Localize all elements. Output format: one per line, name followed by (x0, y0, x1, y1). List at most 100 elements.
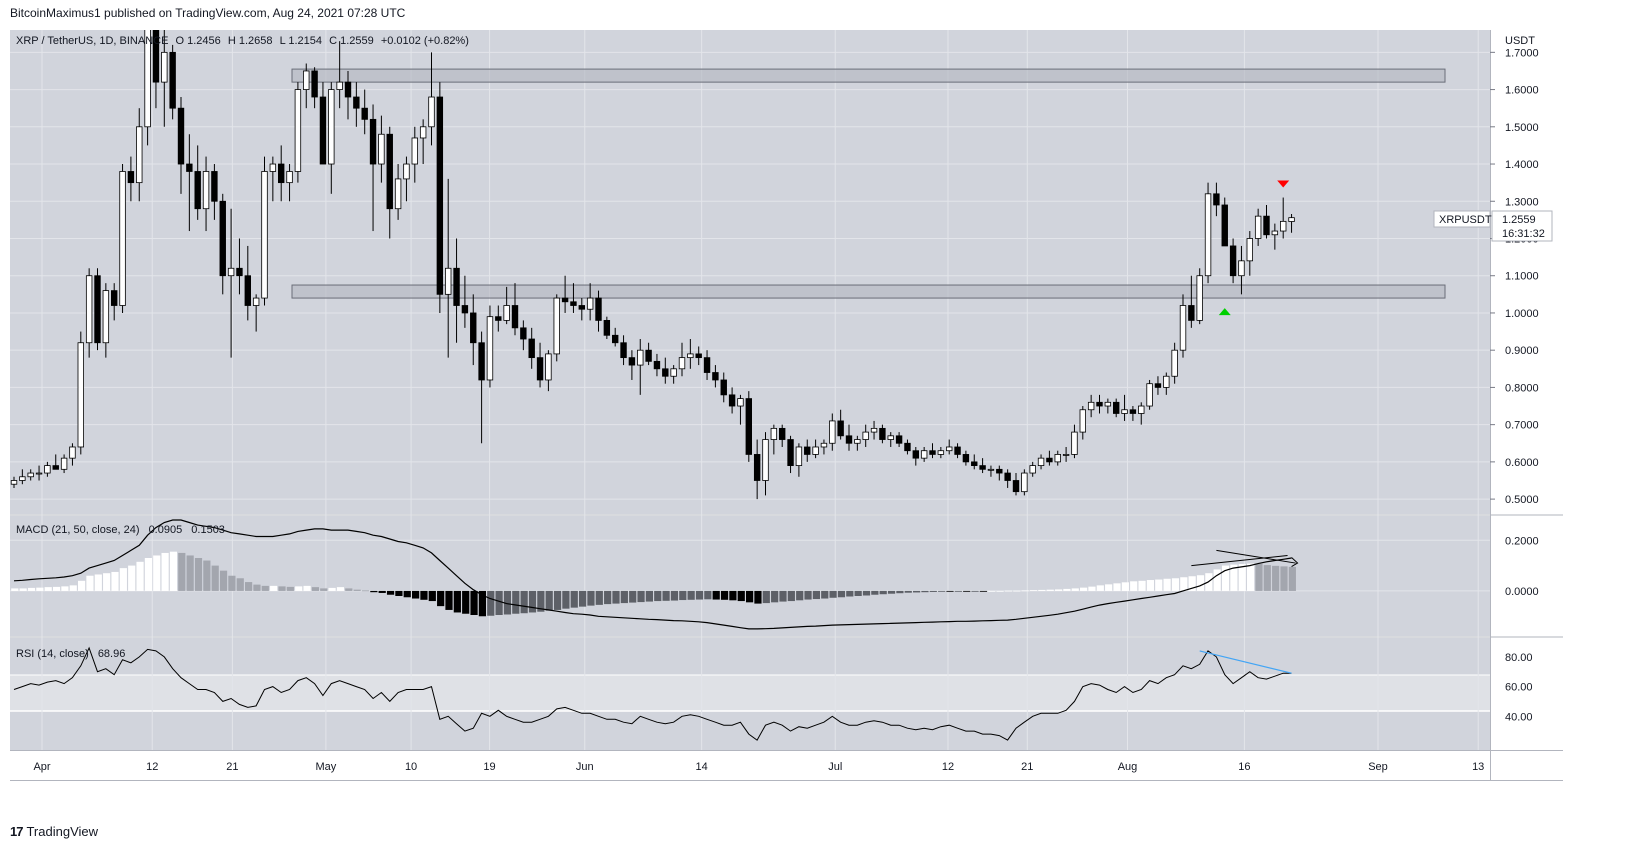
macd-histogram-bar (136, 561, 144, 591)
candle-body (528, 338, 535, 359)
macd-histogram-bar (1021, 590, 1029, 592)
price-tick-label: 0.8000 (1505, 382, 1539, 394)
macd-histogram-bar (904, 590, 912, 593)
legend-change: +0.0102 (+0.82%) (381, 35, 469, 47)
macd-histogram-bar (445, 590, 453, 610)
symbol-badge (1433, 210, 1491, 228)
candle-body (219, 200, 226, 277)
macd-divergence-line (1216, 549, 1296, 564)
price-zone (291, 68, 1446, 83)
candle-body (1029, 465, 1036, 474)
time-axis-ticks: Apr 12 21 May 10 19 Jun 14 Jul 12 21 Aug 16 Sep 13 (33, 761, 1484, 773)
macd-histogram-bar (453, 590, 461, 613)
macd-histogram-bar (236, 578, 244, 591)
candle-body (612, 334, 619, 344)
candle-body (69, 446, 76, 459)
time-tick-label: 19 (483, 761, 495, 773)
macd-histogram-bar (487, 590, 495, 616)
candle-body (461, 305, 469, 314)
macd-histogram-bar (812, 590, 820, 600)
macd-histogram-bar (1288, 566, 1296, 591)
candle-body (486, 316, 494, 381)
macd-histogram-bar (988, 590, 996, 592)
candle-body (1079, 409, 1086, 433)
macd-histogram-bar (1263, 565, 1271, 591)
macd-histogram-bar (186, 555, 194, 591)
candle-body (194, 171, 201, 210)
macd-histogram-bar (353, 589, 361, 591)
annotations (1191, 180, 1299, 674)
candle-body (1096, 401, 1103, 407)
candle-body (795, 446, 803, 467)
macd-legend-value2: 0.1503 (191, 524, 225, 536)
macd-histogram-bar (1180, 577, 1188, 591)
candle-body (161, 51, 168, 83)
macd-histogram-bar (1171, 578, 1180, 591)
macd-histogram-bar (1163, 578, 1171, 591)
candle-body (553, 297, 560, 355)
macd-histogram-bar (245, 582, 253, 591)
main-legend: XRP / TetherUS, 1D, BINANCE O 1.2456 H 1… (16, 35, 469, 47)
macd-line (13, 519, 1292, 630)
macd-histogram-bar (303, 585, 311, 591)
candles[interactable] (10, 0, 1295, 500)
macd-histogram-bar (378, 590, 386, 593)
last-price-label (1491, 210, 1553, 242)
price-tick-label: 1.6000 (1505, 85, 1539, 97)
candle-body (712, 372, 719, 381)
candle-body (695, 353, 702, 359)
candle-body (1254, 215, 1262, 239)
macd-histogram-bar (929, 590, 937, 592)
rsi-tick-label: 60.00 (1505, 682, 1533, 694)
candle-body (411, 137, 418, 165)
macd-histogram-bar (1155, 579, 1163, 591)
price-tick-label: 1.1000 (1505, 271, 1539, 283)
candle-body (545, 353, 552, 381)
macd-histogram-bar (361, 590, 370, 592)
macd-histogram-bar (712, 590, 720, 600)
candle-body (946, 446, 953, 452)
macd-histogram-bar (670, 590, 679, 601)
candle-body (1054, 454, 1061, 463)
macd-histogram-bar (1121, 582, 1129, 591)
candle-body (119, 171, 126, 306)
candle-body (269, 163, 277, 172)
macd-legend-label: MACD (21, 50, close, 24) (16, 524, 140, 536)
macd-histogram-bar (913, 590, 921, 593)
macd-histogram-bar (336, 587, 345, 591)
macd-histogram-bar (687, 590, 695, 600)
candle-body (1196, 275, 1203, 321)
candle-body (353, 96, 360, 109)
candle-body (920, 450, 928, 459)
macd-histogram-bar (996, 590, 1004, 592)
chart-svg[interactable]: XRP / TetherUS, 1D, BINANCE O 1.2456 H 1… (10, 0, 1563, 810)
macd-histogram-bar (587, 590, 595, 606)
candle-body (244, 275, 251, 306)
macd-histogram-bar (103, 573, 111, 591)
footer-brand[interactable]: TradingView (26, 824, 99, 839)
macd-histogram-bar (503, 590, 512, 615)
time-tick-label: Sep (1368, 761, 1388, 773)
macd-histogram-bar (512, 590, 520, 614)
macd-histogram-bar (620, 590, 628, 604)
macd-histogram-bar (1221, 565, 1230, 591)
macd-histogram-bar (612, 590, 620, 604)
candle-body (186, 163, 193, 172)
candle-body (1204, 193, 1212, 277)
macd-trend-line (1191, 554, 1288, 567)
candle-body (336, 81, 343, 90)
price-tick-label: 1.5000 (1505, 122, 1539, 134)
macd-histogram-bar (1004, 590, 1013, 592)
macd-histogram-bar (428, 590, 436, 602)
price-tick-label: 0.5000 (1505, 494, 1539, 506)
candle-body (578, 305, 585, 310)
candle-body (737, 398, 744, 407)
macd-histogram-bar (1029, 590, 1038, 591)
candle-body (770, 427, 778, 440)
macd-histogram-bar (1063, 588, 1071, 591)
macd-histogram-bar (403, 590, 411, 598)
macd-histogram-bar (261, 585, 269, 591)
candle-body (303, 70, 310, 90)
macd-histogram-bar (169, 551, 178, 591)
macd-histogram-bar (837, 590, 846, 598)
